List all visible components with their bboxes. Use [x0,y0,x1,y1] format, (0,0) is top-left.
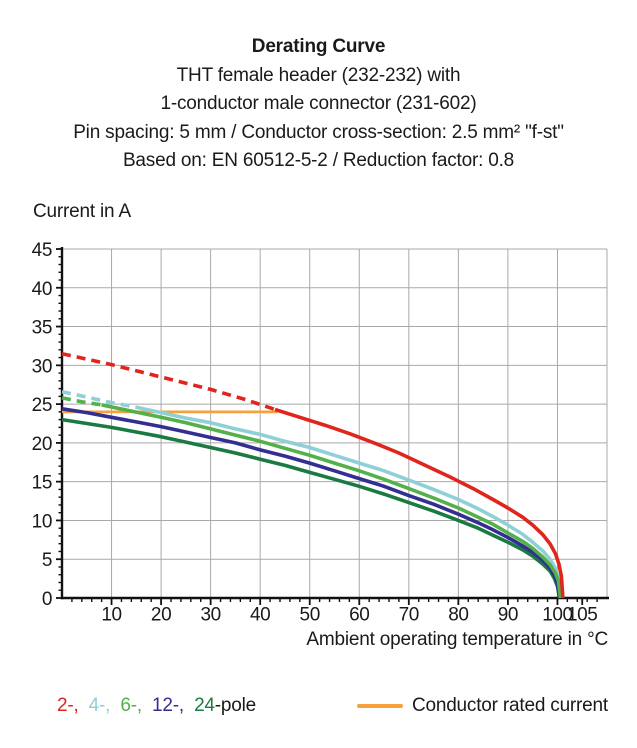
chart-legend: 2-, 4-, 6-, 12-, 24-pole Conductor rated… [57,695,608,717]
rated-current-line-swatch [356,704,403,708]
x-tick-label-10: 10 [101,605,121,626]
x-tick-label-105: 105 [567,605,598,626]
curve-2-pole-solid [274,407,565,599]
legend-4-pole: 4-, [88,695,111,716]
chart-subtitle-specs: Pin spacing: 5 mm / Conductor cross-sect… [73,121,564,143]
legend-2-pole: 2-, [57,695,79,716]
y-tick-label-0: 0 [42,589,52,610]
y-tick-label-35: 35 [32,318,52,339]
x-tick-label-80: 80 [448,605,468,626]
y-tick-label-45: 45 [32,240,52,261]
x-tick-label-20: 20 [151,605,171,626]
x-tick-label-30: 30 [200,605,220,626]
chart-title: Derating Curve [251,36,386,57]
y-tick-label-10: 10 [32,511,52,532]
curve-6-pole-solid [101,403,563,599]
legend-24-pole: 24 [194,695,215,716]
chart-subtitle-standard: Based on: EN 60512-5-2 / Reduction facto… [122,150,515,171]
y-tick-label-30: 30 [32,356,52,377]
curve-12-pole-solid [61,407,562,599]
x-axis-title: Ambient operating temperature in °C [306,629,608,650]
x-tick-label-90: 90 [498,605,518,626]
curve-2-pole-dashed [61,351,276,412]
x-tick-label-100: 100 [542,605,573,626]
y-tick-label-5: 5 [42,550,52,571]
x-tick-label-60: 60 [349,605,369,626]
x-tick-label-50: 50 [300,605,320,626]
legend-pole-suffix: -pole [214,695,257,716]
legend-rated-current: Conductor rated current [356,695,608,717]
legend-pole-counts: 2-, 4-, 6-, 12-, 24-pole [57,695,256,717]
chart-subtitle-connector: 1-conductor male connector (231-602) [160,93,477,114]
y-tick-label-40: 40 [32,279,52,300]
y-tick-label-25: 25 [32,395,52,416]
legend-12-pole: 12-, [152,695,184,716]
curve-4-pole-solid [135,405,562,599]
y-tick-label-15: 15 [32,473,52,494]
curve-4-pole-dashed [61,389,137,409]
x-tick-label-40: 40 [250,605,270,626]
curve-6-pole-dashed [61,396,102,407]
y-axis-title: Current in A [33,201,131,222]
chart-subtitle-product: THT female header (232-232) with [176,64,461,86]
y-tick-label-20: 20 [32,434,52,455]
rated-current-label: Conductor rated current [411,695,608,716]
legend-6-pole: 6-, [120,695,142,716]
chart-header: Derating Curve THT female header (232-23… [0,33,637,176]
curve-24-pole-solid [61,417,562,599]
x-tick-label-70: 70 [399,605,419,626]
